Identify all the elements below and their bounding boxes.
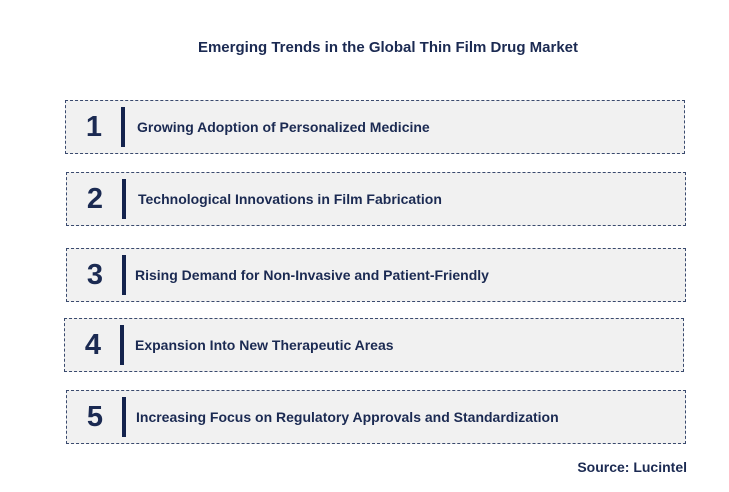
diagram-title: Emerging Trends in the Global Thin Film … bbox=[197, 39, 579, 56]
trend-item-3: 3 Rising Demand for Non-Invasive and Pat… bbox=[66, 248, 686, 302]
trend-number: 3 bbox=[86, 259, 104, 291]
trend-divider-bar bbox=[120, 325, 124, 365]
trend-label: Increasing Focus on Regulatory Approvals… bbox=[136, 409, 559, 425]
trend-item-4: 4 Expansion Into New Therapeutic Areas bbox=[64, 318, 684, 372]
trend-item-2: 2 Technological Innovations in Film Fabr… bbox=[66, 172, 686, 226]
trend-divider-bar bbox=[122, 255, 126, 295]
trend-number: 1 bbox=[85, 111, 103, 143]
source-note: Source: Lucintel bbox=[577, 459, 687, 475]
trend-divider-bar bbox=[122, 397, 126, 437]
trend-label: Technological Innovations in Film Fabric… bbox=[138, 191, 442, 207]
trend-item-1: 1 Growing Adoption of Personalized Medic… bbox=[65, 100, 685, 154]
trend-divider-bar bbox=[122, 179, 126, 219]
trend-item-5: 5 Increasing Focus on Regulatory Approva… bbox=[66, 390, 686, 444]
trend-label: Expansion Into New Therapeutic Areas bbox=[135, 337, 394, 353]
trend-number: 2 bbox=[86, 183, 104, 215]
trend-divider-bar bbox=[121, 107, 125, 147]
trend-label: Growing Adoption of Personalized Medicin… bbox=[137, 119, 430, 135]
trend-number: 5 bbox=[86, 401, 104, 433]
trend-label: Rising Demand for Non-Invasive and Patie… bbox=[135, 267, 489, 283]
trend-number: 4 bbox=[84, 329, 102, 361]
